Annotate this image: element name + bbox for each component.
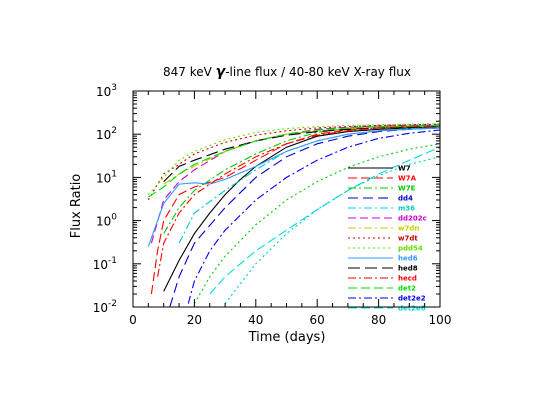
series-line-unnamed-16 xyxy=(224,156,440,304)
legend-label-det2: det2 xyxy=(398,285,416,293)
legend-label-w7e: W7E xyxy=(398,185,416,193)
legend-label-w7dt: w7dt xyxy=(398,235,418,243)
legend-label-pdd54: pdd54 xyxy=(398,245,423,253)
series-line-det2 xyxy=(147,124,440,198)
axes: 0 20 40 60 80 100 10-2 10-1 100 101 102 103 xyxy=(93,83,452,327)
y-tick-label: 103 xyxy=(96,83,117,99)
plot-frame xyxy=(132,90,441,308)
series-line-w7dt xyxy=(147,123,440,201)
x-tick-label: 0 xyxy=(129,313,137,327)
series-line-dd202c xyxy=(150,124,440,244)
legend-label-dd202c: dd202c xyxy=(398,215,427,223)
legend: W7 W7A W7E dd4 m36 dd202c w7dn w7dt pdd54 hed6 hed… xyxy=(348,165,427,313)
series-line-pdd54 xyxy=(147,123,440,195)
series-line-det2e6 xyxy=(209,146,440,295)
y-axis-label: Flux Ratio xyxy=(69,174,84,239)
legend-label-hed8: hed8 xyxy=(398,265,418,273)
series-line-hecd xyxy=(157,125,440,277)
series-layer xyxy=(147,123,440,307)
legend-label-w7dn: w7dn xyxy=(398,225,419,233)
series-line-w7dn xyxy=(163,125,440,185)
y-tick-label: 10-2 xyxy=(93,299,117,315)
x-tick-label: 40 xyxy=(248,313,263,327)
x-tick-label: 80 xyxy=(371,313,386,327)
legend-label-w7a: W7A xyxy=(398,175,417,183)
series-line-det2e2 xyxy=(187,129,440,304)
y-tick-label: 10-1 xyxy=(93,256,117,272)
legend-label-hed6: hed6 xyxy=(398,255,418,263)
x-tick-label: 20 xyxy=(187,313,202,327)
y-tick-label: 101 xyxy=(96,169,117,185)
series-line-w7a xyxy=(150,125,440,295)
legend-label-det2e6: det2e6 xyxy=(398,305,426,313)
legend-label-m36: m36 xyxy=(398,205,415,213)
x-tick-label: 100 xyxy=(429,313,452,327)
chart-title: 847 keV γ-line flux / 40-80 keV X-ray fl… xyxy=(163,64,411,80)
series-line-hed6 xyxy=(147,127,440,247)
x-axis-label: Time (days) xyxy=(248,330,326,345)
legend-label-w7: W7 xyxy=(398,165,411,173)
y-tick-label: 102 xyxy=(96,126,117,142)
legend-label-dd4: dd4 xyxy=(398,195,413,203)
x-tick-label: 60 xyxy=(310,313,325,327)
y-tick-label: 100 xyxy=(96,213,117,229)
legend-label-hecd: hecd xyxy=(398,275,417,283)
legend-label-det2e2: det2e2 xyxy=(398,295,426,303)
